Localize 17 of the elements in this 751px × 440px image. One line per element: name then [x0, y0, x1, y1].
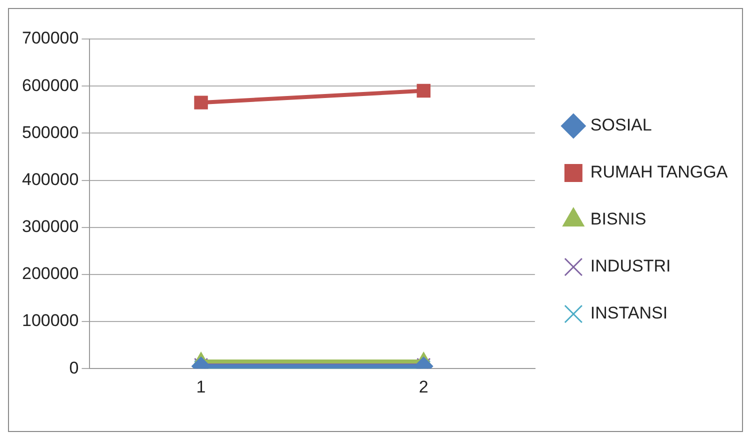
y-tick-label: 100000 — [22, 311, 79, 330]
legend-label: INSTANSI — [590, 304, 668, 323]
y-tick-label: 200000 — [22, 264, 79, 284]
x-tick-label: 1 — [196, 377, 206, 396]
y-tick-label: 500000 — [22, 122, 79, 142]
y-tick-label: 400000 — [22, 170, 79, 189]
y-tick-label: 0 — [69, 358, 79, 378]
y-tick-label: 600000 — [22, 76, 79, 95]
y-tick-label: 700000 — [22, 28, 79, 48]
point — [194, 96, 208, 110]
legend-label: BISNIS — [590, 210, 646, 229]
legend-label: RUMAH TANGGA — [590, 162, 728, 182]
y-tick-label: 300000 — [22, 217, 79, 236]
legend-label: SOSIAL — [590, 116, 652, 135]
legend-label: INDUSTRI — [590, 256, 671, 276]
x-tick-label: 2 — [418, 377, 428, 396]
point — [416, 84, 430, 98]
